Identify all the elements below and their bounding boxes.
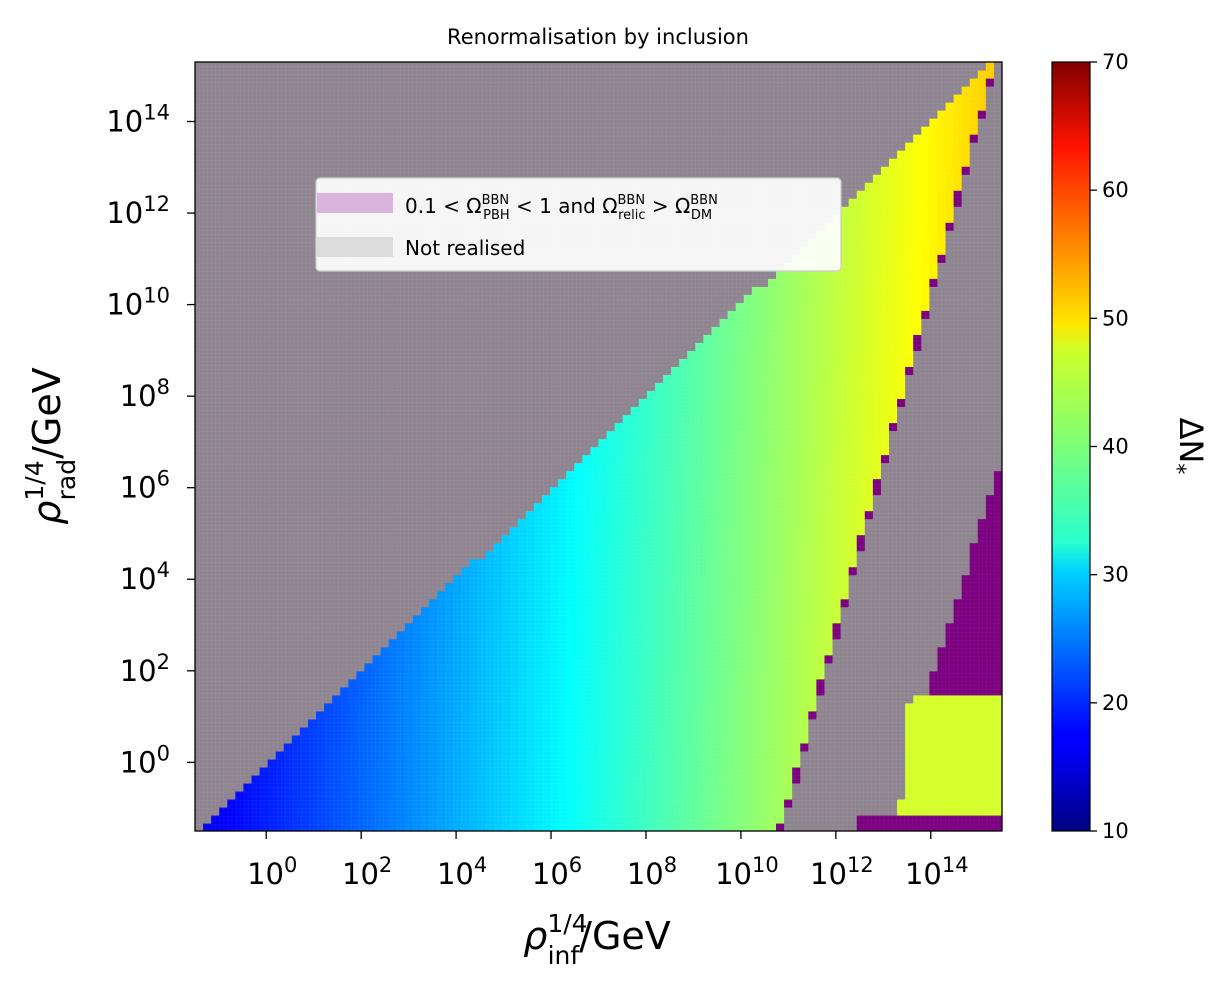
chart-title: Renormalisation by inclusion <box>447 25 749 49</box>
